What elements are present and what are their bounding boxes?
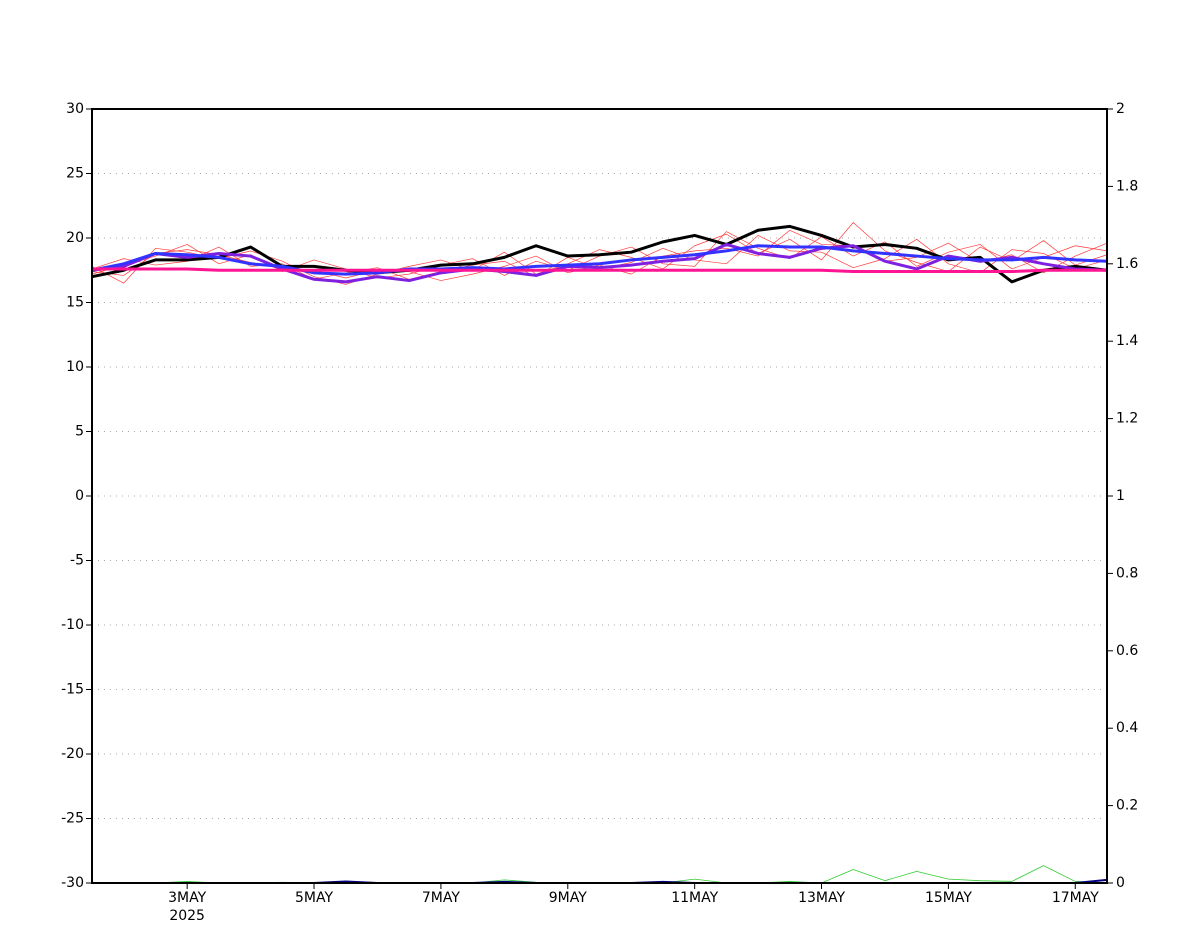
series-line (92, 865, 1108, 884)
x-tick-label: 15MAY (925, 890, 972, 906)
x-tick-label: 3MAY (168, 890, 206, 906)
y-tick-label: 0 (75, 488, 84, 504)
series-line (91, 224, 1108, 284)
x-tick-label: 13MAY (798, 890, 845, 906)
x-year-label: 2025 (169, 908, 205, 924)
y2-tick-label: 1.6 (1116, 256, 1138, 272)
y-tick-label: -30 (61, 875, 84, 891)
y2-tick-label: 0.4 (1116, 720, 1138, 736)
y-tick-label: 30 (66, 101, 84, 117)
y2-tick-label: 2 (1116, 101, 1125, 117)
y2-tick-label: 0.8 (1116, 565, 1138, 581)
x-tick-label: 11MAY (671, 890, 718, 906)
y-tick-label: 5 (75, 424, 84, 440)
y-tick-label: -5 (70, 553, 84, 569)
y-tick-label: -10 (61, 617, 84, 633)
x-tick-label: 7MAY (422, 890, 460, 906)
x-tick-label: 17MAY (1052, 890, 1099, 906)
y-tick-label: 10 (66, 359, 84, 375)
x-tick-label: 9MAY (549, 890, 587, 906)
y2-tick-label: 1.8 (1116, 178, 1138, 194)
series-line (92, 267, 1107, 274)
y2-tick-label: 0.6 (1116, 643, 1138, 659)
plot-frame (91, 108, 1108, 884)
y2-tick-label: 0.2 (1116, 798, 1138, 814)
y-tick-label: -15 (61, 682, 84, 698)
y-tick-label: -20 (61, 746, 84, 762)
y2-tick-label: 0 (1116, 875, 1125, 891)
y-tick-label: -25 (61, 811, 84, 827)
series-line (91, 244, 1108, 276)
y-tick-label: 25 (66, 166, 84, 182)
x-tick-label: 5MAY (295, 890, 333, 906)
y2-tick-label: 1.2 (1116, 411, 1138, 427)
y2-tick-label: 1.4 (1116, 333, 1138, 349)
y2-tick-label: 1 (1116, 488, 1125, 504)
y-tick-label: 15 (66, 295, 84, 311)
y-tick-label: 20 (66, 230, 84, 246)
series-line (91, 242, 1108, 284)
